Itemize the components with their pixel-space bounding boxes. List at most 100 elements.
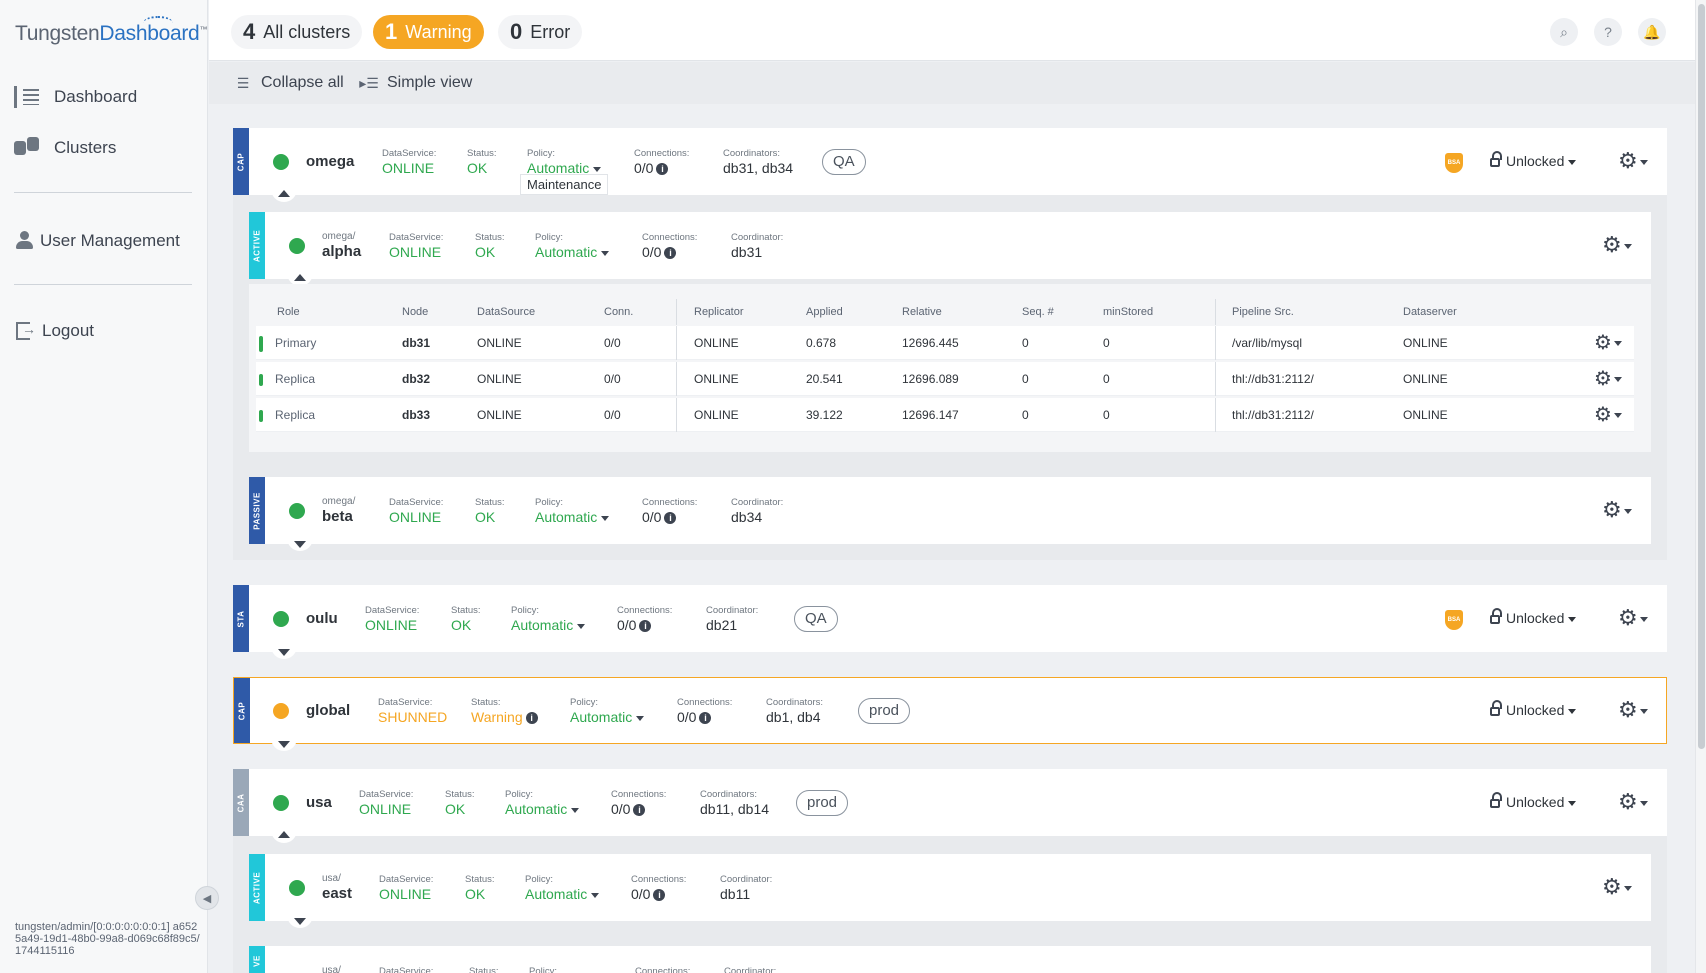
col-header: Pipeline Src. [1232,306,1294,318]
search-icon[interactable]: ⌕ [1550,18,1578,46]
gear-icon[interactable]: ⚙ [1618,607,1648,629]
divider [1215,398,1216,432]
divider [1215,299,1216,325]
gear-icon[interactable]: ⚙ [1594,404,1622,426]
connections-field: Connections: 0/0 i [677,697,733,725]
status-field: Status: OK [475,232,505,260]
coordinator-field: Coordinator: db31 [731,232,784,260]
simple-view-button[interactable]: ▸☰ Simple view [359,74,472,92]
table-cell: 39.122 [806,408,843,422]
cluster-name[interactable]: usa/east [322,873,353,902]
nav-dashboard[interactable]: Dashboard [14,86,137,108]
info-icon[interactable]: i [639,620,652,632]
lock-dropdown[interactable]: Unlocked [1490,608,1577,626]
policy-dropdown[interactable]: Policy: Automatic [511,605,586,633]
bell-icon[interactable]: 🔔 [1638,18,1666,46]
nav-logout[interactable]: Logout [16,321,94,341]
policy-dropdown[interactable]: Policy: Automatic [505,789,580,817]
cluster-card-east: ACTIVE usa/east DataService: ONLINE Statu… [249,854,1651,921]
expand-toggle-icon[interactable] [294,918,306,925]
all-label: All clusters [263,21,351,42]
info-icon[interactable]: i [699,712,712,724]
col-header: DataSource [477,306,536,318]
filter-warning[interactable]: 1 Warning [373,15,484,49]
table-cell: 0 [1022,336,1029,350]
cluster-name[interactable]: oulu [306,610,338,627]
collapse-toggle-icon[interactable] [278,190,290,197]
gear-icon[interactable]: ⚙ [1618,699,1648,721]
collapse-toggle-icon[interactable] [278,831,290,838]
gear-icon[interactable]: ⚙ [1618,791,1648,813]
divider [676,326,677,360]
user-icon [14,230,36,252]
nav-clusters[interactable]: Clusters [14,137,116,159]
cluster-type-tag: CAP [234,678,250,743]
info-icon[interactable]: i [664,512,677,524]
scrollbar-thumb[interactable] [1698,4,1705,749]
policy-dropdown[interactable]: Policy: Automatic [525,874,600,902]
divider [1215,326,1216,360]
cluster-name[interactable]: omega/alpha [322,231,362,260]
gear-icon[interactable]: ⚙ [1602,234,1632,256]
app-logo[interactable]: TungstenDashboard™ [15,16,207,46]
policy-dropdown[interactable]: Policy: Automatic [570,697,645,725]
filter-all-clusters[interactable]: 4 All clusters [231,15,363,49]
table-cell: 0/0 [604,336,621,350]
table-cell: 0 [1103,408,1110,422]
filter-error[interactable]: 0 Error [498,15,583,49]
info-icon[interactable]: i [653,889,666,901]
cluster-name[interactable]: usa/ [322,965,341,973]
status-dot [273,795,289,811]
expand-toggle-icon[interactable] [278,741,290,748]
help-icon[interactable]: ? [1594,18,1622,46]
cluster-name[interactable]: omega/beta [322,496,356,525]
lock-dropdown[interactable]: Unlocked [1490,700,1577,718]
cluster-card-next: VE usa/ DataService: Status: Policy: Con… [249,946,1651,973]
nav-user-management[interactable]: User Management [14,230,180,252]
lock-icon [1490,151,1502,167]
table-cell: 0 [1103,336,1110,350]
simple-view-icon: ▸☰ [359,75,379,91]
divider [676,398,677,432]
table-cell: 0 [1103,372,1110,386]
lock-dropdown[interactable]: Unlocked [1490,151,1577,169]
scrollbar[interactable] [1695,0,1706,973]
gear-icon[interactable]: ⚙ [1602,499,1632,521]
collapse-sidebar-button[interactable]: ◀ [195,886,219,910]
policy-dropdown[interactable]: Policy: Automatic [535,497,610,525]
info-icon[interactable]: i [525,712,538,724]
warning-label: Warning [405,21,472,42]
cluster-name[interactable]: usa [306,794,332,811]
collapse-all-button[interactable]: ☰ Collapse all [233,74,344,92]
policy-dropdown[interactable]: Policy: Automatic [527,148,602,176]
expand-toggle-icon[interactable] [294,541,306,548]
cluster-name[interactable]: global [306,702,351,719]
nav-logout-label: Logout [42,321,94,340]
cluster-role-tag: ACTIVE [249,212,265,279]
status-field: Status: [469,966,499,973]
policy-dropdown[interactable]: Policy: Automatic [535,232,610,260]
nav-clusters-label: Clusters [54,138,117,157]
status-field: Status: OK [475,497,505,525]
error-count: 0 [510,19,523,44]
collapse-toggle-icon[interactable] [294,274,306,281]
table-cell: ONLINE [694,372,739,386]
gear-icon[interactable]: ⚙ [1618,150,1648,172]
table-cell: Replica [275,408,316,422]
expand-toggle-icon[interactable] [278,649,290,656]
lock-icon [1490,792,1502,808]
table-cell: db32 [402,372,431,386]
gear-icon[interactable]: ⚙ [1602,876,1632,898]
policy-tooltip: Maintenance [520,174,609,195]
cluster-card-global: CAP global DataService: SHUNNED Status: Wa… [233,677,1667,744]
lock-dropdown[interactable]: Unlocked [1490,792,1577,810]
info-icon[interactable]: i [633,804,646,816]
info-icon[interactable]: i [656,163,669,175]
gear-icon[interactable]: ⚙ [1594,368,1622,390]
cluster-name[interactable]: omega [306,153,355,170]
col-header: Dataserver [1403,306,1457,318]
table-cell: ONLINE [694,408,739,422]
info-icon[interactable]: i [664,247,677,259]
gear-icon[interactable]: ⚙ [1594,332,1622,354]
status-field: Status: OK [445,789,475,817]
